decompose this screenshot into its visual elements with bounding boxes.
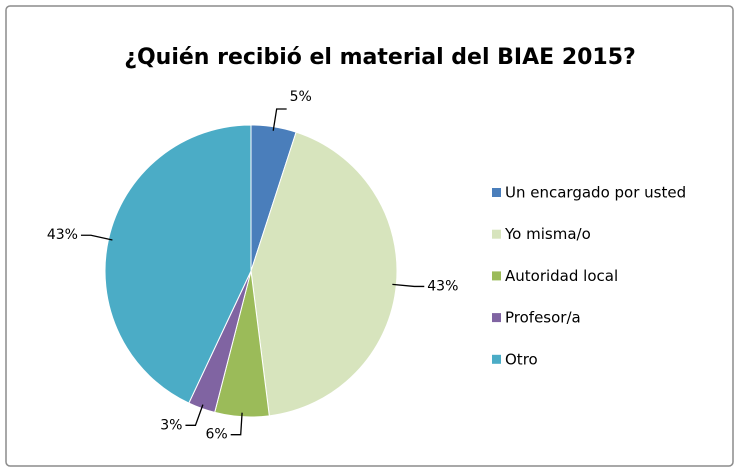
data-label: 5% [290,89,312,105]
data-label: 43% [47,227,78,243]
data-label: 6% [205,427,227,443]
legend-label: Profesor/a [505,309,581,327]
legend-label: Autoridad local [505,267,618,285]
legend-label: Yo misma/o [504,225,591,243]
legend-swatch [492,229,501,239]
legend-label: Otro [505,350,538,368]
leader-line [230,412,243,436]
legend-label: Un encargado por usted [505,184,686,202]
data-label: 43% [427,278,458,294]
leader-line [272,108,287,131]
legend-swatch [492,354,501,364]
chart-title: ¿Quién recibió el material del BIAE 2015… [124,45,636,70]
legend-swatch [492,271,501,281]
data-label: 3% [160,417,182,433]
leader-line [392,283,425,288]
leader-line [185,404,204,426]
legend-swatch [492,313,501,323]
legend-swatch [492,188,501,197]
leader-line [80,234,113,241]
